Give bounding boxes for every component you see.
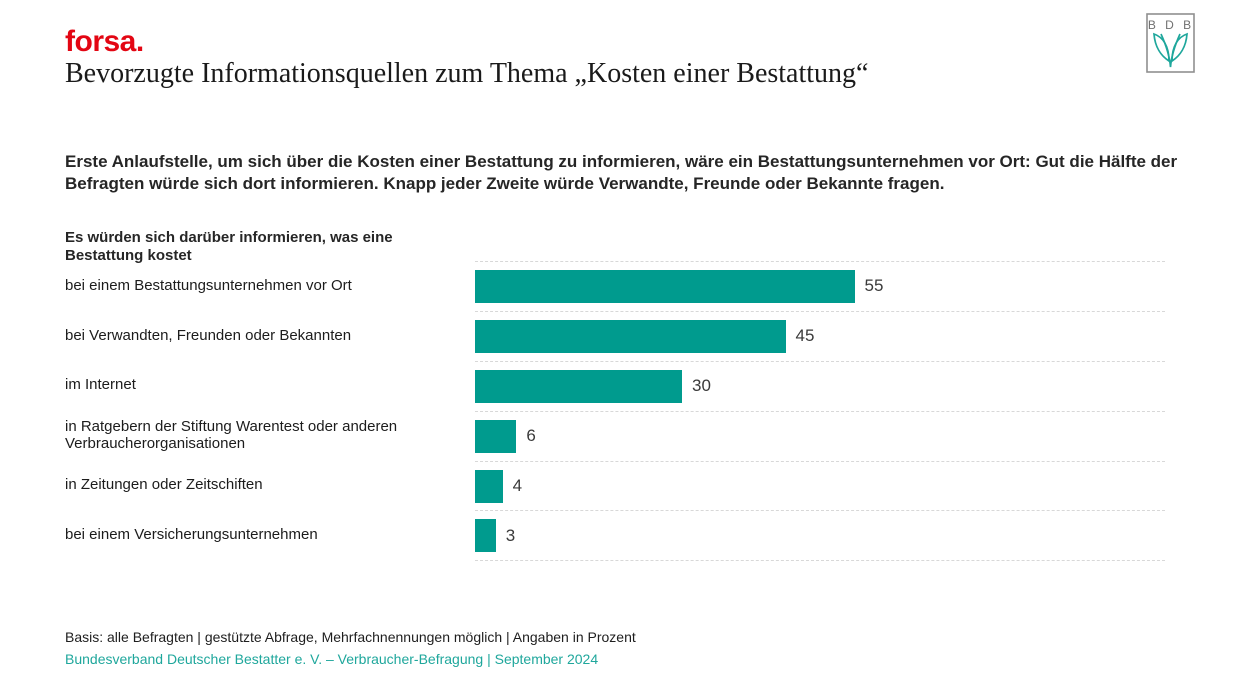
category-label: bei Verwandten, Freunden oder Bekannten <box>65 326 352 344</box>
forsa-logo: forsa. <box>65 25 144 58</box>
category-label: bei einem Bestattungsunternehmen vor Ort <box>65 276 352 294</box>
bdb-logo-letters: B D B <box>1148 18 1194 32</box>
bar-value-label: 30 <box>692 376 711 396</box>
chart-row: bei einem Bestattungsunternehmen vor Ort… <box>65 261 1165 311</box>
bdb-logo: B D B <box>1146 13 1195 73</box>
bar-cell: 6 <box>475 410 1165 461</box>
bar-cell: 3 <box>475 510 1165 560</box>
bar-cell: 30 <box>475 360 1165 411</box>
bar <box>475 319 786 353</box>
chart-row: in Zeitungen oder Zeitschiften 4 <box>65 460 1165 511</box>
bar <box>475 519 496 553</box>
bar-chart: bei einem Bestattungsunternehmen vor Ort… <box>65 261 1165 562</box>
category-label: in Zeitungen oder Zeitschiften <box>65 476 263 494</box>
chart-row: in Ratgebern der Stiftung Warentest oder… <box>65 410 1165 461</box>
bar-value-label: 4 <box>512 476 523 495</box>
bar-value-label: 3 <box>505 525 516 545</box>
category-label: bei einem Versicherungsunternehmen <box>65 526 318 544</box>
chart-title: Es würden sich darüber informieren, was … <box>65 229 393 264</box>
bdb-center-v-icon <box>1160 33 1181 68</box>
page-title: Bevorzugte Informationsquellen zum Thema… <box>65 58 869 89</box>
footer-basis: Basis: alle Befragten | gestützte Abfrag… <box>65 629 636 645</box>
category-label: im Internet <box>65 376 136 394</box>
chart-row: bei Verwandten, Freunden oder Bekannten … <box>65 310 1165 361</box>
bar-cell: 45 <box>475 310 1165 361</box>
bar-value-label: 55 <box>864 276 884 296</box>
category-label: in Ratgebern der Stiftung Warentest oder… <box>65 418 398 452</box>
bdb-logo-graphic: B D B <box>1146 13 1195 73</box>
bar <box>475 469 503 503</box>
intro-text: Erste Anlaufstelle, um sich über die Kos… <box>65 152 1178 193</box>
chart-row: im Internet 30 <box>65 360 1165 411</box>
chart-baseline <box>475 560 1165 562</box>
chart-row: bei einem Versicherungsunternehmen 3 <box>65 510 1165 560</box>
bar <box>475 419 517 453</box>
footer: Basis: alle Befragten | gestützte Abfrag… <box>65 627 636 670</box>
bar-value-label: 6 <box>526 426 536 446</box>
footer-source: Bundesverband Deutscher Bestatter e. V. … <box>65 650 599 667</box>
bar <box>475 369 682 403</box>
bar-cell: 55 <box>475 261 1165 311</box>
bar <box>475 269 855 303</box>
bar-cell: 4 <box>475 460 1165 511</box>
bar-value-label: 45 <box>795 326 815 346</box>
